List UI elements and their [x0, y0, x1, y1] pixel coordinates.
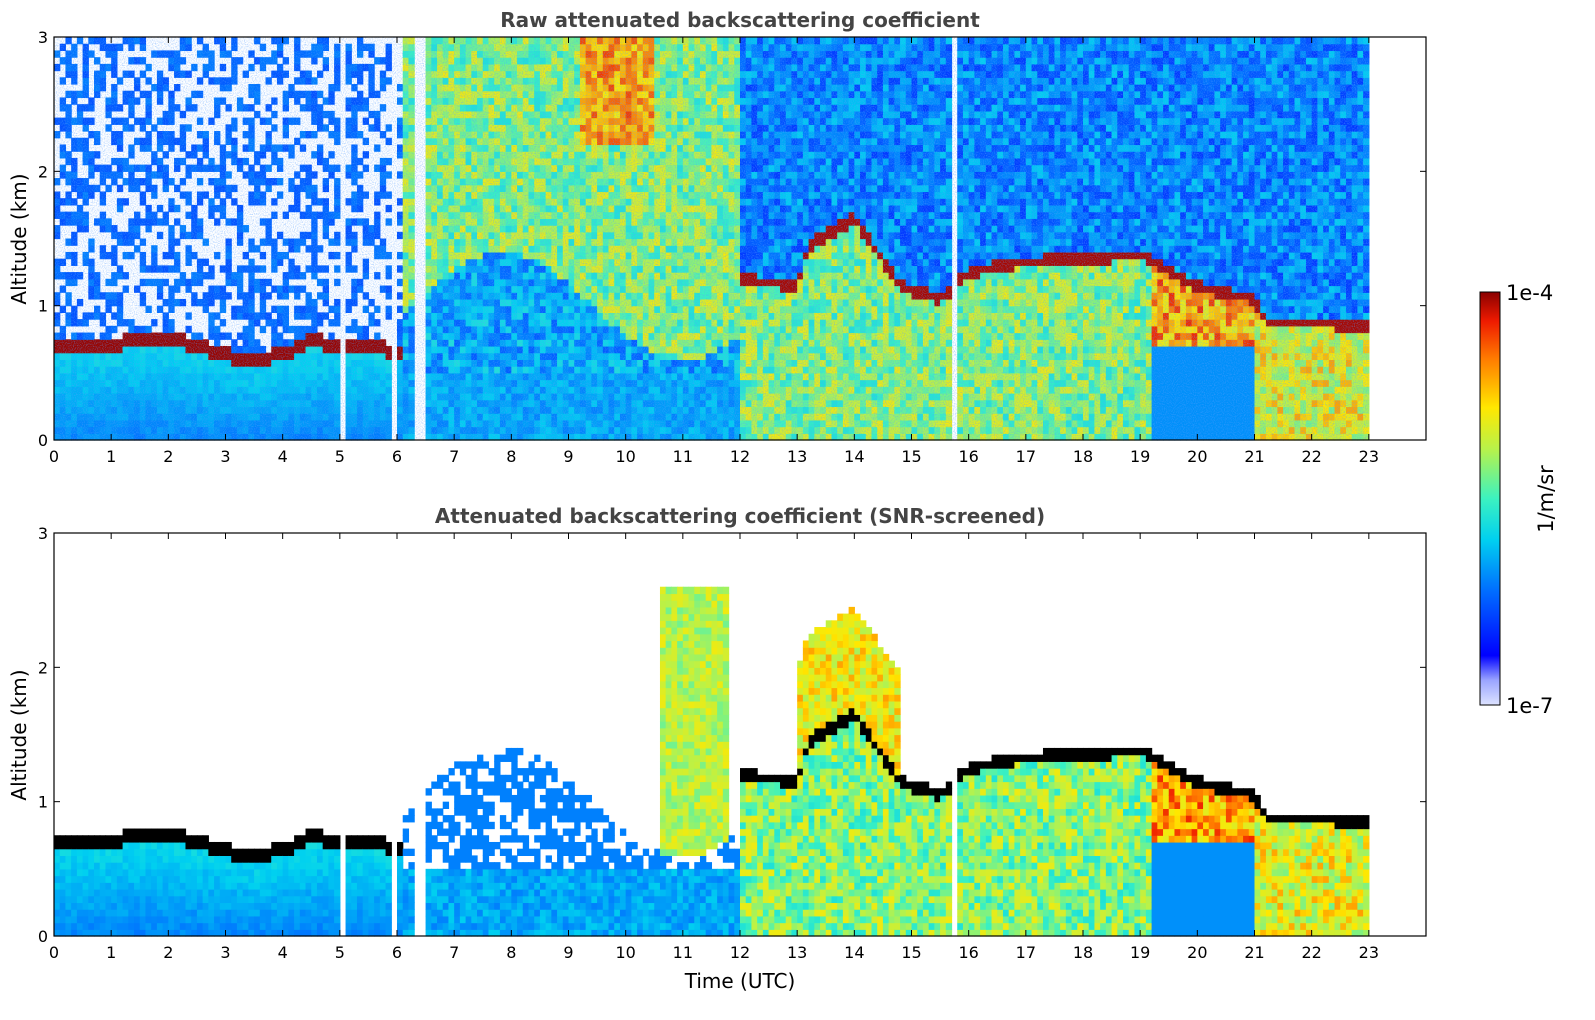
panel-raw: Raw attenuated backscattering coefficien… [7, 8, 1427, 466]
raw-heatmap [54, 37, 1370, 441]
